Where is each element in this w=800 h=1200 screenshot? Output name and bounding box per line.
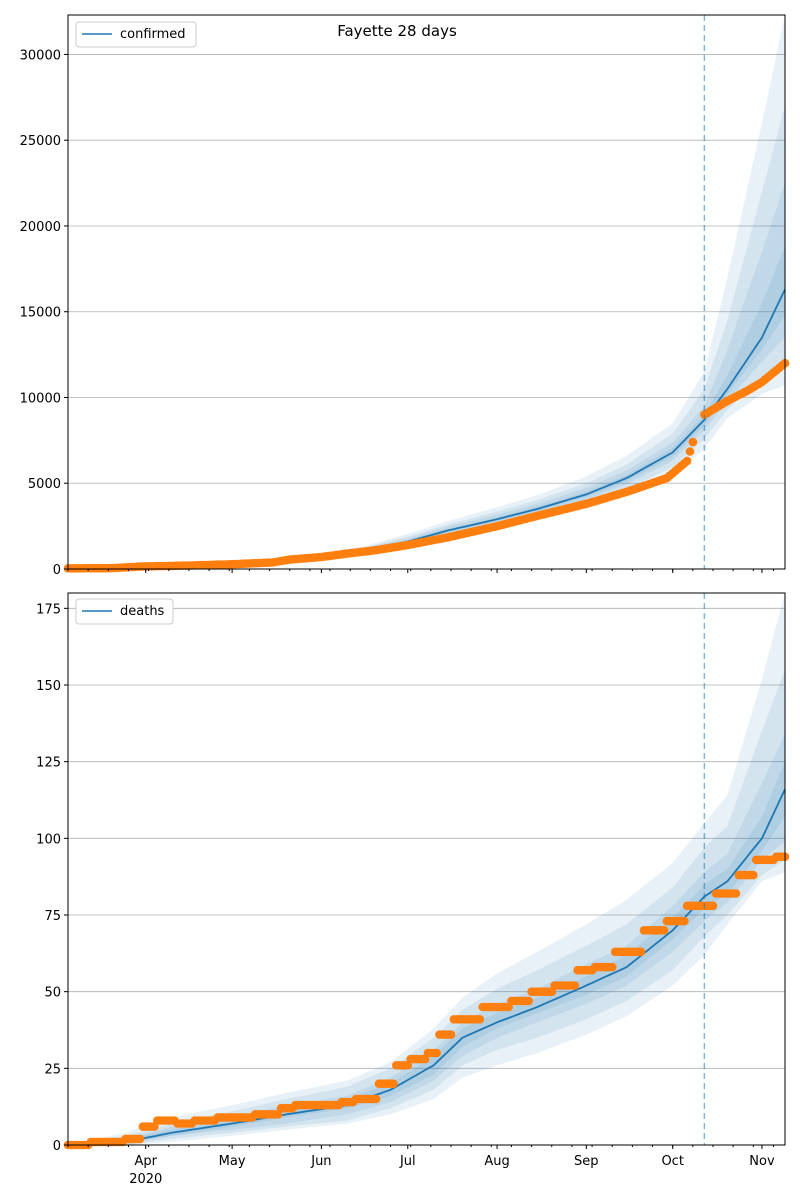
confirmed-gridlines [68, 54, 785, 484]
panel-confirmed: 0 5000 10000 15000 20000 25000 30000 confirmed [20, 14, 790, 578]
confirmed-plot-frame [67, 14, 786, 570]
observed-point [679, 916, 689, 926]
x-tick-label: Aug [484, 1154, 509, 1169]
observed-point [524, 996, 533, 1006]
x-tick-label: Apr [134, 1154, 157, 1169]
x-tick-label: Jul [399, 1154, 416, 1169]
uncertainty-band [68, 734, 785, 1145]
uncertainty-band [68, 105, 785, 570]
deaths-legend: deaths [75, 598, 174, 625]
legend-label: confirmed [120, 27, 186, 42]
y-tick-label: 20000 [20, 220, 61, 235]
observed-point [636, 947, 646, 957]
observed-point [731, 889, 741, 898]
y-tick-label: 10000 [20, 391, 61, 406]
observed-point [708, 901, 718, 911]
confirmed-x-axis [67, 569, 774, 573]
y-tick-label: 50 [44, 986, 61, 1001]
observed-point [135, 1134, 145, 1144]
confirmed-uncertainty-bands [68, 15, 785, 570]
y-tick-label: 30000 [20, 48, 61, 63]
y-tick-label: 0 [53, 563, 61, 578]
uncertainty-band [68, 183, 785, 569]
y-tick-label: 100 [36, 832, 61, 847]
x-tick-label: May [219, 1154, 246, 1169]
chart-title: Fayette 28 days [337, 22, 457, 40]
y-tick-label: 75 [44, 909, 61, 924]
observed-point [685, 447, 695, 456]
deaths-plot-frame [67, 592, 786, 1146]
panel-deaths: 0 25 50 75 100 125 150 175 Apr 2020 May Jun Jul Aug S… [36, 592, 790, 1187]
confirmed-y-axis: 0 5000 10000 15000 20000 25000 30000 [20, 48, 68, 578]
x-tick-label: Oct [661, 1154, 683, 1169]
observed-point [749, 870, 758, 880]
observed-point [432, 1048, 441, 1058]
observed-point [446, 1030, 456, 1039]
y-tick-label: 125 [36, 756, 61, 771]
confirmed-legend: confirmed [75, 21, 197, 48]
y-tick-label: 25 [44, 1062, 61, 1077]
legend-box [75, 598, 174, 625]
observed-point [371, 1094, 381, 1104]
legend-box [75, 21, 197, 48]
model-median-line [67, 788, 786, 1146]
confirmed-observed-points [63, 358, 790, 573]
legend-label: deaths [120, 604, 165, 619]
uncertainty-band [68, 15, 785, 569]
x-tick-sublabel: 2020 [129, 1172, 162, 1187]
y-tick-label: 150 [36, 679, 61, 694]
observed-point [389, 1079, 398, 1088]
uncertainty-band [68, 246, 785, 569]
observed-point [607, 962, 617, 972]
y-tick-label: 15000 [20, 306, 61, 321]
y-tick-label: 175 [36, 602, 61, 617]
deaths-gridlines [68, 607, 785, 1069]
deaths-x-axis: Apr 2020 May Jun Jul Aug Sep Oct Nov [67, 1145, 775, 1187]
x-tick-label: Jun [310, 1154, 331, 1169]
y-tick-label: 25000 [20, 134, 61, 149]
deaths-model-line [67, 788, 786, 1146]
x-tick-label: Sep [574, 1154, 599, 1169]
y-tick-label: 0 [53, 1139, 61, 1154]
x-tick-label: Nov [749, 1154, 775, 1169]
observed-point [659, 926, 669, 935]
observed-point [682, 456, 692, 466]
observed-point [475, 1015, 485, 1024]
deaths-y-axis: 0 25 50 75 100 125 150 175 [36, 602, 68, 1154]
y-tick-label: 5000 [28, 477, 61, 492]
observed-point [570, 981, 580, 990]
observed-point [688, 437, 698, 447]
uncertainty-band [68, 593, 785, 1145]
